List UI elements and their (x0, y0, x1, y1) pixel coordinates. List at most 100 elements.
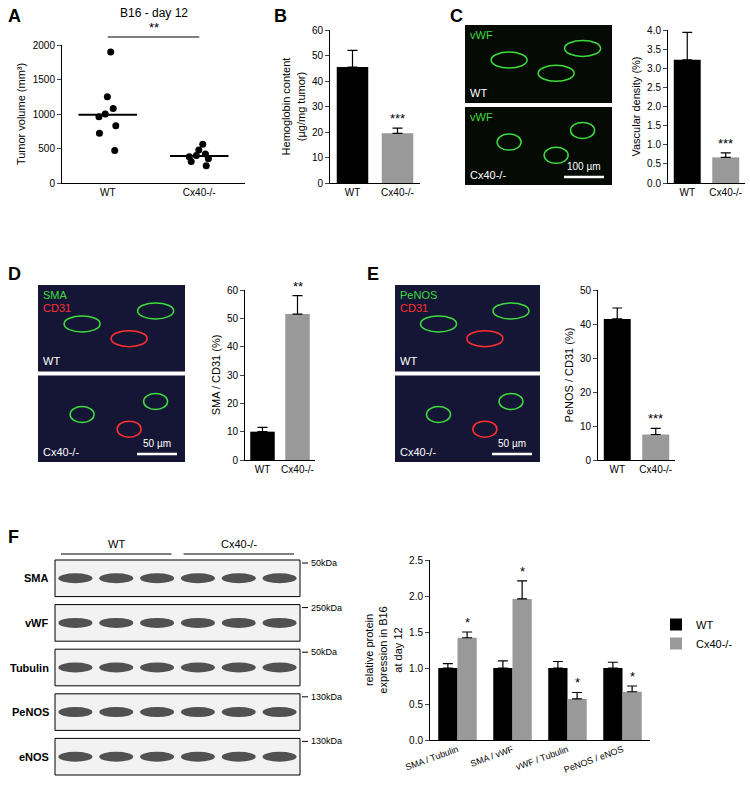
svg-text:130kDa: 130kDa (311, 692, 342, 702)
svg-text:Cx40-/-: Cx40-/- (281, 464, 314, 475)
svg-text:0: 0 (317, 178, 323, 189)
svg-text:***: *** (390, 111, 405, 126)
svg-text:**: ** (149, 20, 159, 35)
svg-text:0: 0 (232, 455, 238, 466)
svg-text:2.0: 2.0 (647, 101, 661, 112)
svg-text:50 µm: 50 µm (143, 438, 171, 449)
svg-text:SMA / CD31 (%): SMA / CD31 (%) (210, 335, 222, 416)
svg-text:vWF / Tubulin: vWF / Tubulin (515, 744, 570, 772)
svg-text:Cx40-/-: Cx40-/- (709, 187, 742, 198)
svg-text:***: *** (718, 136, 733, 151)
svg-text:*: * (630, 669, 635, 684)
svg-text:*: * (575, 675, 580, 690)
svg-text:Vascular density (%): Vascular density (%) (630, 56, 642, 156)
svg-text:SMA: SMA (24, 572, 49, 584)
svg-text:WT: WT (470, 87, 487, 99)
svg-text:0: 0 (585, 455, 591, 466)
svg-text:Cx40-/-: Cx40-/- (183, 187, 216, 198)
svg-text:130kDa: 130kDa (311, 736, 342, 746)
svg-text:WT: WT (255, 464, 271, 475)
svg-text:SMA / vWF: SMA / vWF (469, 744, 515, 769)
svg-text:30: 30 (312, 101, 324, 112)
svg-text:Cx40-/-: Cx40-/- (470, 169, 506, 181)
svg-text:PeNOS: PeNOS (400, 289, 437, 301)
svg-text:1000: 1000 (33, 109, 56, 120)
svg-text:0.0: 0.0 (409, 735, 423, 746)
svg-text:PeNOS / CD31 (%): PeNOS / CD31 (%) (563, 328, 575, 423)
svg-text:30: 30 (227, 370, 239, 381)
svg-text:1.0: 1.0 (647, 139, 661, 150)
svg-text:WT: WT (609, 464, 625, 475)
svg-text:Cx40-/-: Cx40-/- (221, 538, 257, 550)
svg-text:0.5: 0.5 (647, 158, 661, 169)
svg-text:relative proteinexpression in: relative proteinexpression in B16at day … (363, 606, 404, 693)
svg-text:50: 50 (312, 50, 324, 61)
svg-text:50 µm: 50 µm (498, 438, 526, 449)
svg-text:*: * (465, 615, 470, 630)
svg-text:60: 60 (227, 285, 239, 296)
svg-text:500: 500 (38, 143, 55, 154)
svg-text:40: 40 (227, 341, 239, 352)
svg-text:Cx40-/-: Cx40-/- (400, 446, 436, 458)
svg-text:0.5: 0.5 (409, 699, 423, 710)
svg-text:D: D (8, 264, 21, 284)
svg-text:10: 10 (227, 426, 239, 437)
svg-text:vWF: vWF (470, 111, 493, 123)
svg-text:2.5: 2.5 (647, 82, 661, 93)
svg-text:SMA: SMA (43, 289, 68, 301)
svg-text:CD31: CD31 (400, 302, 428, 314)
svg-text:**: ** (293, 279, 303, 294)
svg-text:1500: 1500 (33, 74, 56, 85)
svg-text:20: 20 (312, 127, 324, 138)
svg-text:Cx40-/-: Cx40-/- (696, 638, 732, 650)
svg-text:1.5: 1.5 (409, 627, 423, 638)
svg-text:Hemoglobin content(µg/mg tumor: Hemoglobin content(µg/mg tumor) (280, 58, 306, 156)
svg-text:60: 60 (312, 25, 324, 36)
svg-text:SMA / Tubulin: SMA / Tubulin (404, 744, 460, 772)
svg-text:WT: WT (43, 355, 60, 367)
svg-text:10: 10 (580, 421, 592, 432)
svg-text:***: *** (648, 411, 663, 426)
svg-text:E: E (367, 264, 379, 284)
svg-text:WT: WT (400, 355, 417, 367)
svg-text:2.0: 2.0 (409, 591, 423, 602)
svg-text:50: 50 (227, 313, 239, 324)
svg-text:C: C (450, 6, 463, 26)
svg-text:WT: WT (108, 538, 125, 550)
svg-text:WT: WT (696, 619, 713, 631)
svg-text:40: 40 (580, 319, 592, 330)
svg-text:PeNOS: PeNOS (12, 706, 49, 718)
svg-text:A: A (8, 6, 21, 26)
svg-text:CD31: CD31 (43, 302, 71, 314)
svg-text:PeNOS / eNOS: PeNOS / eNOS (563, 744, 625, 775)
svg-text:vWF: vWF (470, 29, 493, 41)
svg-text:F: F (8, 527, 19, 547)
svg-text:Cx40-/-: Cx40-/- (43, 446, 79, 458)
svg-text:30: 30 (580, 353, 592, 364)
svg-text:4.0: 4.0 (647, 25, 661, 36)
svg-text:1.0: 1.0 (409, 663, 423, 674)
svg-text:50kDa: 50kDa (311, 558, 337, 568)
svg-text:0.0: 0.0 (647, 178, 661, 189)
svg-text:20: 20 (227, 398, 239, 409)
svg-text:B16 - day 12: B16 - day 12 (120, 6, 188, 20)
svg-text:250kDa: 250kDa (311, 603, 342, 613)
svg-text:B: B (274, 6, 287, 26)
svg-text:50kDa: 50kDa (311, 647, 337, 657)
svg-text:2000: 2000 (33, 40, 56, 51)
svg-text:10: 10 (312, 152, 324, 163)
svg-text:WT: WT (679, 187, 695, 198)
svg-text:20: 20 (580, 387, 592, 398)
svg-text:0: 0 (49, 178, 55, 189)
svg-text:Tumor volume (mm³): Tumor volume (mm³) (15, 63, 27, 165)
svg-text:eNOS: eNOS (19, 751, 49, 763)
svg-text:WT: WT (345, 187, 361, 198)
svg-text:2.5: 2.5 (409, 555, 423, 566)
svg-text:Tubulin: Tubulin (10, 662, 49, 674)
svg-text:vWF: vWF (25, 617, 49, 629)
svg-text:*: * (520, 564, 525, 579)
svg-text:3.5: 3.5 (647, 44, 661, 55)
svg-text:Cx40-/-: Cx40-/- (381, 187, 414, 198)
svg-text:WT: WT (100, 187, 116, 198)
svg-text:3.0: 3.0 (647, 63, 661, 74)
